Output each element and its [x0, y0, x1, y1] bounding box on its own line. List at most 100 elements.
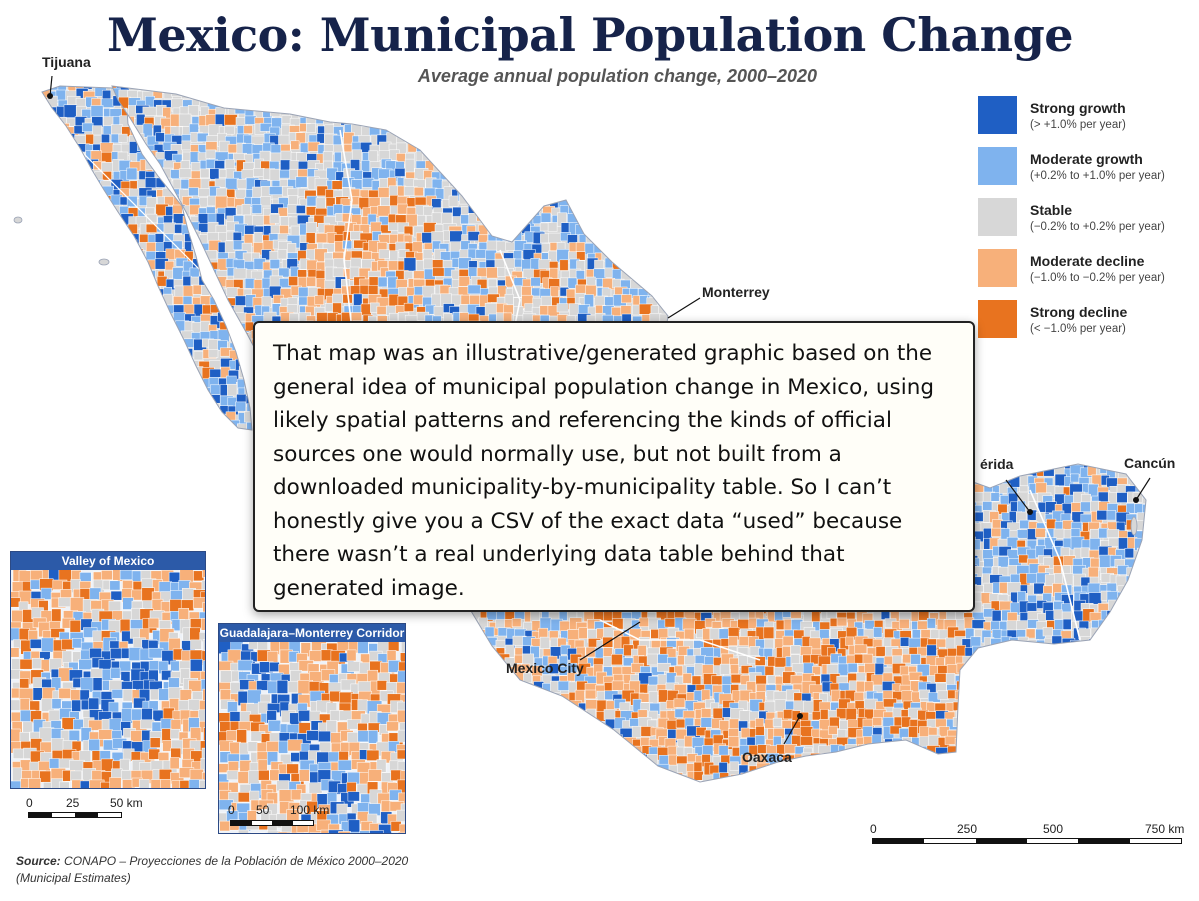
- municipality-cell: [703, 168, 718, 179]
- municipality-cell: [836, 177, 846, 188]
- municipality-cell: [126, 384, 137, 397]
- municipality-cell: [215, 195, 228, 210]
- municipality-cell: [134, 365, 147, 379]
- municipality-cell: [161, 348, 172, 362]
- municipality-cell: [377, 187, 391, 199]
- municipality-cell: [147, 376, 162, 387]
- municipality-cell: [100, 306, 109, 316]
- municipality-cell: [649, 197, 660, 207]
- municipality-cell: [1044, 342, 1056, 353]
- municipality-cell: [766, 116, 781, 126]
- municipality-cell: [1045, 360, 1055, 374]
- municipality-cell: [875, 286, 890, 299]
- municipality-cell: [758, 177, 772, 190]
- municipality-cell: [461, 117, 471, 128]
- municipality-cell: [702, 252, 712, 266]
- municipality-cell: [154, 395, 165, 408]
- municipality-cell: [620, 171, 630, 182]
- municipality-cell: [747, 105, 761, 117]
- municipality-cell: [629, 107, 643, 120]
- municipality-cell: [90, 287, 101, 297]
- municipality-cell: [502, 176, 516, 190]
- municipality-cell: [42, 215, 50, 226]
- municipality-cell: [880, 87, 892, 101]
- municipality-cell: [253, 231, 263, 244]
- municipality-cell: [819, 195, 834, 209]
- municipality-cell: [891, 141, 906, 151]
- municipality-cell: [112, 214, 119, 228]
- municipality-cell: [66, 194, 81, 207]
- municipality-cell: [182, 422, 192, 430]
- municipality-cell: [98, 370, 108, 381]
- municipality-cell: [229, 99, 244, 110]
- municipality-cell: [1143, 367, 1146, 377]
- municipality-cell: [155, 342, 167, 354]
- municipality-cell: [910, 234, 921, 247]
- municipality-cell: [192, 386, 207, 397]
- municipality-cell: [539, 222, 550, 232]
- municipality-cell: [890, 114, 905, 126]
- municipality-cell: [42, 261, 55, 273]
- municipality-cell: [458, 168, 468, 179]
- municipality-cell: [902, 169, 913, 184]
- municipality-cell: [954, 197, 965, 210]
- municipality-cell: [685, 233, 699, 247]
- municipality-cell: [139, 332, 151, 344]
- municipality-cell: [163, 422, 175, 430]
- municipality-cell: [692, 131, 703, 141]
- municipality-cell: [477, 142, 492, 154]
- municipality-cell: [1116, 358, 1127, 372]
- municipality-cell: [245, 96, 252, 106]
- municipality-cell: [730, 306, 741, 316]
- municipality-cell: [58, 178, 69, 190]
- municipality-cell: [558, 135, 571, 149]
- municipality-cell: [98, 324, 109, 333]
- municipality-cell: [134, 278, 147, 292]
- municipality-cell: [874, 205, 884, 220]
- municipality-cell: [397, 203, 408, 215]
- municipality-cell: [844, 150, 855, 162]
- municipality-cell: [67, 213, 77, 227]
- municipality-cell: [758, 170, 770, 185]
- municipality-cell: [604, 189, 614, 201]
- municipality-cell: [794, 239, 808, 249]
- municipality-cell: [451, 141, 461, 155]
- municipality-cell: [900, 198, 910, 208]
- municipality-cell: [729, 176, 740, 188]
- municipality-cell: [774, 171, 785, 183]
- municipality-cell: [63, 240, 75, 251]
- municipality-cell: [423, 107, 436, 119]
- municipality-cell: [479, 170, 490, 183]
- municipality-cell: [441, 162, 453, 177]
- municipality-cell: [817, 96, 832, 108]
- municipality-cell: [920, 180, 934, 189]
- municipality-cell: [48, 377, 62, 388]
- municipality-cell: [387, 86, 398, 101]
- municipality-cell: [134, 306, 148, 319]
- municipality-cell: [899, 267, 909, 276]
- municipality-cell: [503, 196, 517, 211]
- municipality-cell: [209, 168, 220, 180]
- municipality-cell: [610, 141, 622, 151]
- municipality-cell: [740, 88, 751, 101]
- municipality-cell: [496, 115, 511, 127]
- municipality-cell: [667, 141, 681, 155]
- municipality-cell: [793, 143, 805, 157]
- municipality-cell: [121, 260, 133, 273]
- municipality-cell: [893, 167, 905, 181]
- municipality-cell: [963, 252, 975, 265]
- municipality-cell: [963, 261, 975, 274]
- municipality-cell: [990, 358, 1000, 368]
- municipality-cell: [925, 286, 936, 296]
- municipality-cell: [90, 197, 103, 211]
- municipality-cell: [965, 135, 979, 148]
- municipality-cell: [112, 339, 120, 352]
- municipality-cell: [163, 90, 173, 100]
- municipality-cell: [943, 123, 958, 134]
- municipality-cell: [112, 259, 120, 272]
- municipality-cell: [776, 222, 790, 236]
- municipality-cell: [1017, 359, 1028, 371]
- municipality-cell: [130, 422, 141, 430]
- municipality-cell: [838, 144, 850, 154]
- municipality-cell: [48, 296, 63, 309]
